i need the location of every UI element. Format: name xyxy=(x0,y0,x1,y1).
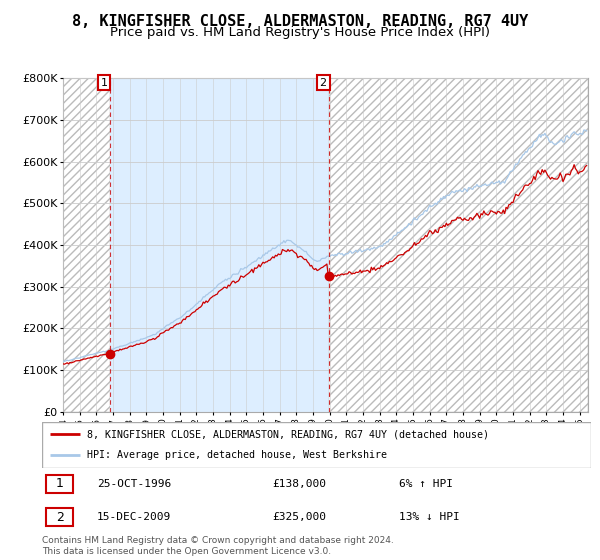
Text: 6% ↑ HPI: 6% ↑ HPI xyxy=(399,479,453,489)
Text: 8, KINGFISHER CLOSE, ALDERMASTON, READING, RG7 4UY (detached house): 8, KINGFISHER CLOSE, ALDERMASTON, READIN… xyxy=(87,429,489,439)
Text: 2: 2 xyxy=(56,511,64,524)
FancyBboxPatch shape xyxy=(46,475,73,493)
Bar xyxy=(329,78,588,412)
Text: 25-OCT-1996: 25-OCT-1996 xyxy=(97,479,171,489)
Text: £138,000: £138,000 xyxy=(272,479,326,489)
Text: 1: 1 xyxy=(101,78,107,87)
FancyBboxPatch shape xyxy=(46,508,73,526)
FancyBboxPatch shape xyxy=(42,422,591,468)
Text: Contains HM Land Registry data © Crown copyright and database right 2024.
This d: Contains HM Land Registry data © Crown c… xyxy=(42,536,394,556)
Text: 13% ↓ HPI: 13% ↓ HPI xyxy=(399,512,460,522)
Text: 1: 1 xyxy=(56,477,64,490)
Bar xyxy=(110,78,329,412)
Text: 8, KINGFISHER CLOSE, ALDERMASTON, READING, RG7 4UY: 8, KINGFISHER CLOSE, ALDERMASTON, READIN… xyxy=(72,14,528,29)
Text: Price paid vs. HM Land Registry's House Price Index (HPI): Price paid vs. HM Land Registry's House … xyxy=(110,26,490,39)
Text: £325,000: £325,000 xyxy=(272,512,326,522)
Text: 15-DEC-2009: 15-DEC-2009 xyxy=(97,512,171,522)
Text: 2: 2 xyxy=(320,78,327,87)
Text: HPI: Average price, detached house, West Berkshire: HPI: Average price, detached house, West… xyxy=(87,450,387,460)
Bar xyxy=(63,78,110,412)
